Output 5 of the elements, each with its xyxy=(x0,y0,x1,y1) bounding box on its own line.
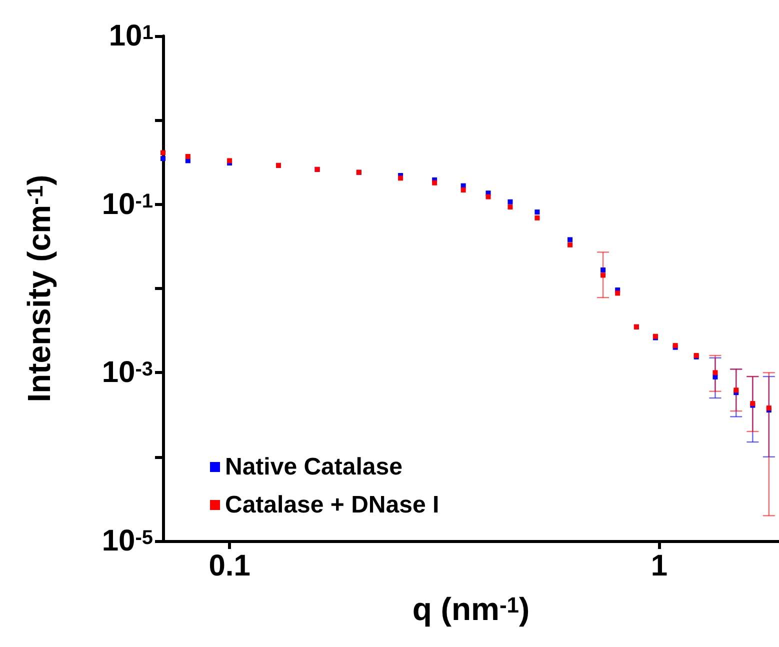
y-axis-title: Intensity (cm-1) xyxy=(21,174,57,402)
legend-label: Catalase + DNase I xyxy=(225,492,440,518)
x-tick-label: 0.1 xyxy=(208,550,250,582)
legend-label: Native Catalase xyxy=(225,454,402,480)
x-tick-label: 1 xyxy=(650,550,668,582)
